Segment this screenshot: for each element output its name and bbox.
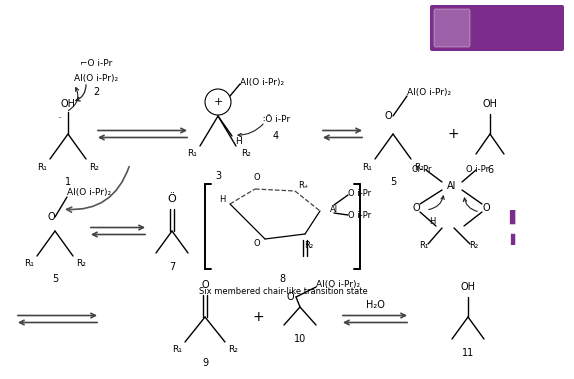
FancyArrowPatch shape — [463, 198, 478, 211]
Text: H: H — [235, 138, 242, 147]
Text: 7: 7 — [169, 262, 175, 272]
Text: OH: OH — [483, 99, 498, 109]
Text: ..: .. — [58, 113, 62, 119]
Text: H₂O: H₂O — [366, 300, 385, 310]
Text: O: O — [384, 111, 392, 121]
Text: OH: OH — [60, 99, 76, 109]
Text: Al(O i-Pr)₂: Al(O i-Pr)₂ — [67, 188, 111, 197]
Text: Six membered chair-like transition state: Six membered chair-like transition state — [199, 287, 367, 296]
Text: R₂: R₂ — [470, 241, 479, 251]
Text: ⌐O i-Pr: ⌐O i-Pr — [80, 60, 113, 69]
Text: R₁: R₁ — [37, 163, 47, 172]
Text: 10: 10 — [294, 334, 306, 344]
Text: 5: 5 — [52, 274, 58, 284]
Text: 4: 4 — [273, 131, 279, 141]
Text: R₂: R₂ — [89, 163, 99, 172]
Text: R₁: R₁ — [172, 345, 182, 354]
Text: Oi-Pr: Oi-Pr — [412, 164, 432, 174]
Text: O i-Pr: O i-Pr — [348, 211, 371, 221]
FancyBboxPatch shape — [434, 9, 470, 47]
Text: O i-Pr: O i-Pr — [348, 188, 371, 197]
Text: 3: 3 — [215, 171, 221, 181]
Text: 8: 8 — [279, 274, 285, 284]
Text: R₂: R₂ — [304, 241, 313, 251]
Text: R₁: R₁ — [187, 149, 197, 158]
Text: O: O — [482, 203, 490, 213]
Text: +: + — [214, 97, 223, 107]
Text: +: + — [447, 127, 459, 141]
FancyBboxPatch shape — [430, 5, 564, 51]
Text: O: O — [286, 292, 294, 302]
Text: 6: 6 — [487, 165, 493, 175]
Text: Al(O i-Pr)₂: Al(O i-Pr)₂ — [74, 75, 118, 83]
Text: 11: 11 — [462, 348, 474, 358]
Text: Al(O i-Pr)₂: Al(O i-Pr)₂ — [407, 88, 451, 97]
Text: O: O — [412, 203, 420, 213]
Text: O: O — [254, 172, 261, 182]
Text: Al(O i-Pr)₂: Al(O i-Pr)₂ — [316, 280, 360, 290]
Text: 9: 9 — [202, 358, 208, 368]
FancyArrowPatch shape — [429, 196, 444, 210]
Text: The Learning App: The Learning App — [474, 31, 541, 41]
Text: H: H — [429, 218, 435, 227]
Text: ▌: ▌ — [509, 210, 519, 224]
Text: R₂: R₂ — [241, 149, 251, 158]
Text: O i-Pr: O i-Pr — [467, 164, 490, 174]
Text: B: B — [445, 19, 459, 38]
Text: 2: 2 — [93, 87, 99, 97]
Text: BYJU'S: BYJU'S — [479, 14, 535, 28]
Text: R₁: R₁ — [420, 241, 429, 251]
Text: OH: OH — [460, 282, 475, 292]
Text: +: + — [252, 310, 264, 324]
Text: ▌: ▌ — [510, 233, 518, 244]
Text: H: H — [219, 194, 225, 204]
Text: R₊: R₊ — [298, 182, 308, 191]
Text: R₂: R₂ — [76, 260, 86, 268]
Text: Al: Al — [330, 205, 338, 213]
Text: O: O — [47, 212, 55, 222]
Text: O: O — [201, 280, 209, 290]
FancyArrowPatch shape — [76, 85, 86, 101]
FancyArrowPatch shape — [68, 88, 79, 111]
Text: O: O — [254, 238, 261, 247]
Text: 1: 1 — [65, 177, 71, 187]
Text: R₂: R₂ — [228, 345, 238, 354]
Text: ∶Ö i-Pr: ∶Ö i-Pr — [263, 114, 290, 124]
Text: R₂: R₂ — [414, 163, 424, 172]
Text: 5: 5 — [390, 177, 396, 187]
FancyArrowPatch shape — [238, 124, 263, 137]
FancyArrowPatch shape — [67, 167, 129, 212]
Text: Ö: Ö — [168, 194, 176, 204]
Text: Al: Al — [447, 181, 457, 191]
Text: R₁: R₁ — [24, 260, 34, 268]
Text: Al(O i-Pr)₂: Al(O i-Pr)₂ — [240, 77, 284, 86]
Text: R₁: R₁ — [362, 163, 372, 172]
